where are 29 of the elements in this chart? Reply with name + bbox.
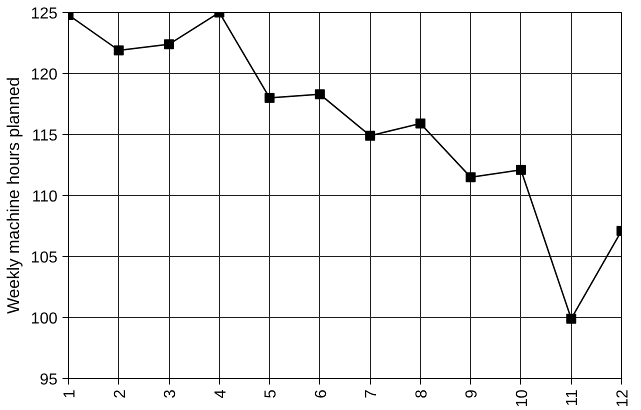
x-tick-label: 9 [464, 389, 481, 398]
x-tick-label: 10 [514, 389, 531, 408]
y-axis-title: Weekly machine hours planned [4, 77, 23, 314]
y-tick-label: 105 [30, 250, 58, 266]
point [415, 118, 426, 129]
x-tick-label: 1 [62, 389, 78, 398]
y-tick-label: 110 [32, 188, 58, 206]
x-tick-label: 2 [112, 389, 129, 398]
x-tick-label: 8 [413, 389, 430, 398]
point [264, 92, 275, 103]
x-tick-label: 6 [312, 389, 330, 398]
y-tick-label: 100 [30, 310, 58, 328]
point [466, 172, 476, 182]
point [365, 130, 376, 141]
x-tick-label: 5 [262, 389, 280, 398]
x-tick-label: 4 [212, 389, 230, 398]
point [516, 164, 526, 175]
point [164, 39, 174, 50]
point [314, 89, 325, 100]
x-tick-label: 3 [162, 389, 180, 398]
x-tick-label: 12 [614, 389, 632, 408]
y-tick-label: 120 [30, 66, 58, 84]
y-tick-label: 125 [30, 6, 58, 22]
y-tick-label: 95 [40, 372, 58, 388]
point [114, 45, 124, 56]
point [566, 314, 576, 324]
x-tick-label: 11 [564, 389, 582, 406]
x-tick-label: 7 [363, 389, 380, 398]
y-tick-label: 115 [32, 128, 58, 144]
